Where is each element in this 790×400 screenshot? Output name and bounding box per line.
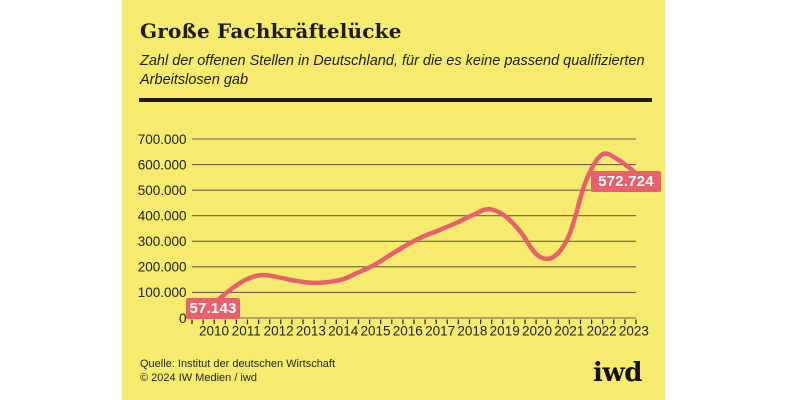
x-axis-label: 2013	[296, 324, 326, 339]
iwd-logo: iwd	[593, 358, 642, 388]
chart-title: Große Fachkräftelücke	[140, 19, 402, 43]
data-label-first-value: 57.143	[186, 298, 240, 319]
y-axis-label: 500.000	[138, 183, 187, 198]
x-axis-label: 2021	[554, 324, 584, 339]
copyright-line: © 2024 IW Medien / iwd	[140, 372, 257, 384]
x-axis-label: 2023	[619, 324, 649, 339]
x-axis-label: 2018	[457, 324, 487, 339]
y-axis-label: 100.000	[138, 285, 187, 300]
x-axis-label: 2010	[199, 324, 229, 339]
chart-subtitle-line1: Zahl der offenen Stellen in Deutschland,…	[140, 53, 645, 69]
x-axis-label: 2011	[232, 324, 261, 339]
x-axis-label: 2014	[328, 324, 359, 339]
x-axis-label: 2017	[425, 324, 455, 339]
data-line	[211, 151, 637, 306]
chart-card	[122, 0, 665, 400]
data-label-last-value: 572.724	[591, 171, 661, 192]
title-divider-rule	[139, 98, 652, 102]
y-axis-label: 0	[179, 311, 187, 326]
y-axis-label: 200.000	[138, 260, 187, 275]
chart-subtitle-line2: Arbeitslosen gab	[140, 72, 249, 88]
x-axis-label: 2019	[490, 324, 520, 339]
y-axis-label: 700.000	[138, 132, 187, 147]
y-axis-label: 300.000	[138, 234, 187, 249]
source-line: Quelle: Institut der deutschen Wirtschaf…	[140, 358, 336, 370]
x-axis-label: 2020	[522, 324, 552, 339]
x-axis-label: 2022	[587, 324, 617, 339]
chart-subtitle: Zahl der offenen Stellen in Deutschland,…	[140, 52, 645, 90]
y-axis-label: 400.000	[138, 209, 187, 224]
source-note: Quelle: Institut der deutschen Wirtschaf…	[140, 357, 335, 385]
y-axis-label: 600.000	[138, 157, 187, 172]
x-axis-label: 2012	[264, 324, 294, 339]
x-axis-label: 2016	[393, 324, 423, 339]
x-axis-label: 2015	[360, 324, 390, 339]
